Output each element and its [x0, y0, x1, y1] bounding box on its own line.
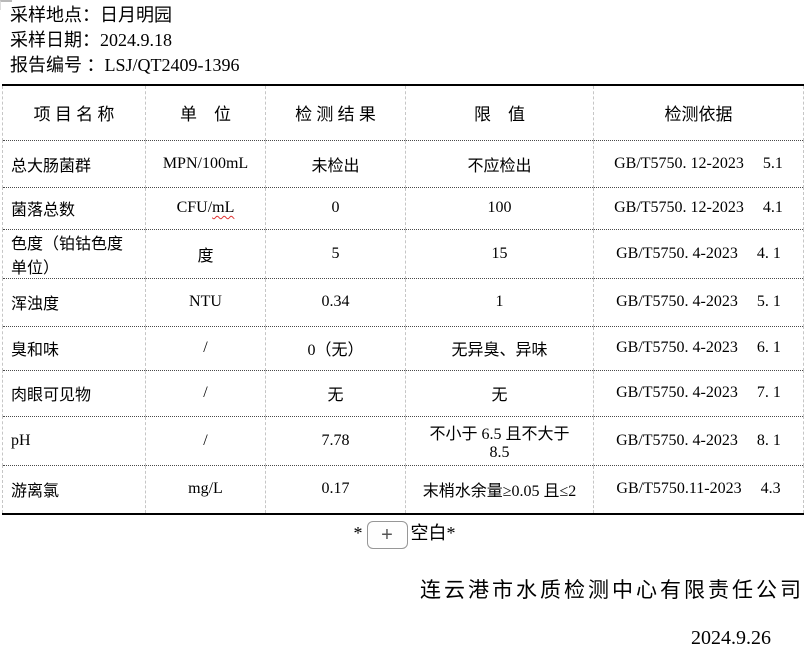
limit-cell: 无异臭、异味	[405, 326, 594, 371]
blank-marker-suffix: 空白*	[410, 523, 456, 543]
basis-standard: GB/T5750. 4-2023	[616, 293, 738, 310]
below-blank-marker: * + 空白*	[0, 515, 809, 551]
limit-line-2: 8.5	[489, 443, 510, 461]
item-cell: 肉眼可见物	[2, 370, 146, 417]
limit-cell: 不小于 6.5 且不大于 8.5	[405, 416, 594, 466]
table-corner-mark	[0, 0, 12, 10]
basis-cell: GB/T5750. 4-2023 8. 1	[593, 416, 804, 466]
item-cell: 色度（铂钴色度单位）	[2, 229, 146, 279]
limit-cell: 15	[405, 229, 594, 279]
result-cell: 5	[265, 229, 406, 279]
result-cell: 未检出	[265, 140, 406, 188]
results-table: 项 目 名 称 单 位 检 测 结 果 限 值 检测依据 总大肠菌群 MPN/1…	[2, 84, 804, 515]
basis-standard: GB/T5750. 4-2023	[616, 244, 738, 262]
limit-cell: 末梢水余量≥0.05 且≤2	[405, 465, 594, 514]
limit-cell: 100	[405, 187, 594, 230]
unit-cell: MPN/100mL	[145, 140, 266, 188]
insert-row-plus-button[interactable]: +	[366, 520, 408, 549]
result-cell: 0.34	[265, 278, 406, 327]
table-header-row: 项 目 名 称 单 位 检 测 结 果 限 值 检测依据	[2, 85, 804, 141]
row-colony-count: 菌落总数 CFU/mL 0 100 GB/T5750. 12-2023 4.1	[2, 187, 804, 230]
col-header-unit: 单 位	[145, 85, 266, 141]
basis-standard: GB/T5750. 12-2023	[614, 154, 744, 172]
company-name: 连云港市水质检测中心有限责任公司	[420, 578, 804, 602]
basis-cell: GB/T5750. 12-2023 5.1	[593, 140, 804, 188]
item-cell: 菌落总数	[2, 187, 146, 230]
basis-clause: 8. 1	[756, 431, 781, 449]
unit-text: CFU/	[176, 199, 213, 216]
basis-standard: GB/T5750. 4-2023	[616, 384, 738, 401]
result-cell: 无	[265, 370, 406, 417]
limit-line-1: 不小于 6.5 且不大于	[429, 425, 570, 443]
report-header: 采样地点：日月明园 采样日期：2024.9.18 报告编号 ：LSJ/QT240…	[10, 3, 240, 78]
unit-cell: mg/L	[145, 465, 266, 514]
unit-cell: /	[145, 416, 266, 466]
unit-cell: /	[145, 326, 266, 371]
unit-spellcheck-text: mL	[212, 199, 235, 216]
item-cell: pH	[2, 416, 146, 466]
basis-cell: GB/T5750.11-2023 4.3	[594, 465, 804, 514]
unit-cell: 度	[145, 229, 266, 279]
col-header-limit: 限 值	[405, 85, 594, 141]
col-header-item: 项 目 名 称	[2, 85, 146, 141]
basis-clause: 5. 1	[756, 293, 781, 310]
plus-icon: +	[381, 523, 393, 546]
basis-standard: GB/T5750. 4-2023	[616, 339, 738, 356]
col-header-result: 检 测 结 果	[265, 85, 406, 141]
row-turbidity: 浑浊度 NTU 0.34 1 GB/T5750. 4-2023 5. 1	[2, 278, 804, 327]
sampling-location-line: 采样地点：日月明园	[10, 5, 172, 25]
basis-cell: GB/T5750. 4-2023 7. 1	[593, 370, 804, 417]
limit-cell: 不应检出	[405, 140, 594, 188]
unit-cell: CFU/mL	[145, 187, 266, 230]
col-header-basis: 检测依据	[593, 85, 804, 141]
report-number-line: 报告编号 ：LSJ/QT2409-1396	[10, 55, 240, 75]
blank-marker-prefix: *	[353, 523, 363, 543]
limit-cell: 无	[405, 370, 594, 417]
sampling-date-line: 采样日期：2024.9.18	[10, 30, 172, 50]
report-date: 2024.9.26	[691, 627, 771, 649]
row-ph: pH / 7.78 不小于 6.5 且不大于 8.5 GB/T5750. 4-20…	[2, 416, 804, 466]
basis-standard: GB/T5750.11-2023	[616, 480, 742, 498]
item-cell: 臭和味	[2, 326, 146, 371]
basis-standard: GB/T5750. 4-2023	[616, 431, 738, 449]
basis-cell: GB/T5750. 4-2023 4. 1	[593, 229, 804, 279]
basis-cell: GB/T5750. 12-2023 4.1	[593, 187, 804, 230]
result-cell: 0	[265, 187, 406, 230]
row-visible-matter: 肉眼可见物 / 无 无 GB/T5750. 4-2023 7. 1	[2, 370, 804, 417]
limit-cell: 1	[405, 278, 594, 327]
row-total-coliforms: 总大肠菌群 MPN/100mL 未检出 不应检出 GB/T5750. 12-20…	[2, 140, 804, 188]
basis-clause: 6. 1	[756, 339, 781, 356]
basis-cell: GB/T5750. 4-2023 5. 1	[593, 278, 804, 327]
result-cell: 0.17	[265, 465, 406, 514]
row-chroma: 色度（铂钴色度单位） 度 5 15 GB/T5750. 4-2023 4. 1	[2, 229, 804, 279]
basis-clause: 4. 1	[756, 244, 781, 262]
item-cell: 游离氯	[2, 465, 146, 514]
basis-clause: 4.3	[760, 480, 781, 498]
result-cell: 7.78	[265, 416, 406, 466]
unit-cell: /	[145, 370, 266, 417]
basis-clause: 4.1	[762, 199, 783, 216]
unit-cell: NTU	[145, 278, 266, 327]
row-free-chlorine: 游离氯 mg/L 0.17 末梢水余量≥0.05 且≤2 GB/T5750.11…	[2, 465, 804, 514]
basis-clause: 5.1	[762, 154, 783, 172]
result-cell: 0（无）	[265, 326, 406, 371]
row-odor-taste: 臭和味 / 0（无） 无异臭、异味 GB/T5750. 4-2023 6. 1	[2, 326, 804, 371]
item-cell: 浑浊度	[2, 278, 146, 327]
item-cell: 总大肠菌群	[2, 140, 146, 188]
basis-clause: 7. 1	[756, 384, 781, 401]
basis-standard: GB/T5750. 12-2023	[614, 199, 744, 216]
basis-cell: GB/T5750. 4-2023 6. 1	[593, 326, 804, 371]
